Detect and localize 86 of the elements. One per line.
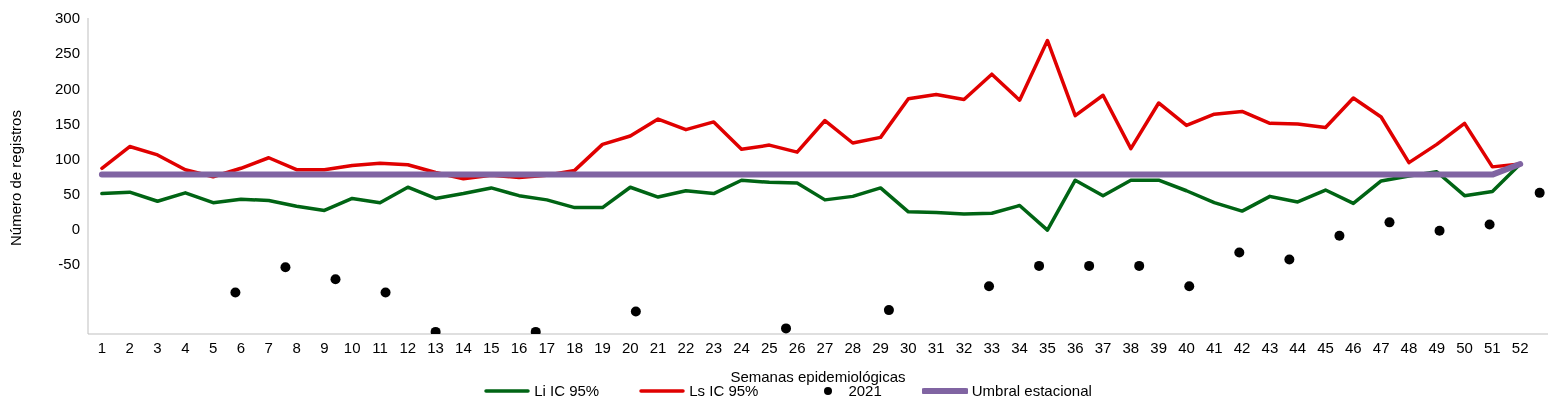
point — [1234, 247, 1245, 258]
x-tick-label: 31 — [927, 338, 945, 356]
y-tick-label: 250 — [54, 44, 80, 62]
x-tick-label: 17 — [538, 338, 556, 356]
point — [330, 274, 341, 285]
x-tick-label: 1 — [97, 338, 107, 356]
x-tick-label: 25 — [760, 338, 778, 356]
x-tick-label: 33 — [983, 338, 1001, 356]
point — [530, 326, 541, 334]
x-tick-label: 42 — [1233, 338, 1251, 356]
x-tick-label: 12 — [399, 338, 417, 356]
point — [430, 326, 441, 334]
x-tick-label: 3 — [153, 338, 162, 356]
point — [230, 287, 241, 298]
x-tick-label: 45 — [1317, 338, 1334, 356]
y-tick-label: 150 — [54, 114, 80, 132]
point — [1284, 254, 1295, 265]
point — [1134, 260, 1145, 271]
x-tick-label: 13 — [427, 338, 444, 356]
y-tick-label: 300 — [54, 9, 80, 27]
point — [1034, 260, 1045, 271]
x-tick-label: 4 — [181, 338, 190, 356]
point — [883, 305, 894, 316]
x-tick-label: 21 — [649, 338, 667, 356]
x-tick-label: 18 — [566, 338, 584, 356]
x-tick-label: 22 — [677, 338, 695, 356]
x-tick-label: 44 — [1289, 338, 1307, 356]
point — [630, 306, 641, 317]
point — [1184, 281, 1195, 292]
point — [1534, 187, 1545, 198]
x-tick-label: 7 — [264, 338, 273, 356]
x-tick-label: 26 — [788, 338, 806, 356]
y-tick-label: 0 — [71, 219, 80, 237]
x-tick-label: 46 — [1344, 338, 1362, 356]
x-tick-label: 9 — [320, 338, 329, 356]
x-tick-label: 27 — [816, 338, 834, 356]
point — [1434, 225, 1445, 236]
legend-label: Ls IC 95% — [689, 382, 759, 399]
x-tick-label: 35 — [1039, 338, 1056, 356]
x-tick-label: 8 — [292, 338, 301, 356]
point — [1484, 219, 1495, 230]
x-tick-label: 41 — [1205, 338, 1223, 356]
x-tick-label: 30 — [900, 338, 917, 356]
x-tick-label: 24 — [733, 338, 750, 356]
point — [781, 323, 792, 334]
x-tick-label: 19 — [594, 338, 611, 356]
x-tick-label: 29 — [872, 338, 889, 356]
legend-label: Umbral estacional — [971, 382, 1092, 399]
x-tick-label: 28 — [844, 338, 862, 356]
x-tick-label: 34 — [1011, 338, 1028, 356]
x-tick-label: 6 — [236, 338, 246, 356]
x-tick-label: 16 — [510, 338, 528, 356]
x-tick-label: 51 — [1484, 338, 1501, 356]
legend-label: Li IC 95% — [534, 382, 600, 399]
x-tick-label: 38 — [1122, 338, 1140, 356]
x-tick-label: 36 — [1066, 338, 1084, 356]
y-axis-title: Número de registros — [7, 110, 25, 246]
x-axis-title: Semanas epidemiológicas — [730, 368, 906, 385]
x-tick-label: 48 — [1400, 338, 1418, 356]
point — [280, 262, 291, 273]
x-tick-label: 23 — [705, 338, 723, 356]
x-tick-label: 20 — [621, 338, 639, 356]
x-tick-label: 52 — [1511, 338, 1529, 356]
x-tick-label: 14 — [455, 338, 472, 356]
x-tick-label: 2 — [125, 338, 134, 356]
x-tick-label: 10 — [343, 338, 361, 356]
point — [984, 281, 995, 292]
y-tick-label: -50 — [58, 255, 80, 273]
x-tick-label: 11 — [372, 338, 388, 356]
x-tick-label: 50 — [1456, 338, 1473, 356]
x-tick-label: 40 — [1178, 338, 1195, 356]
y-tick-label: 50 — [63, 184, 80, 202]
x-tick-label: 37 — [1094, 338, 1112, 356]
point — [1384, 217, 1395, 228]
x-tick-label: 5 — [208, 338, 218, 356]
x-tick-label: 49 — [1428, 338, 1446, 356]
point — [380, 287, 391, 298]
x-tick-label: 15 — [482, 338, 500, 356]
y-tick-label: 200 — [54, 79, 80, 97]
x-tick-label: 47 — [1372, 338, 1390, 356]
x-tick-label: 39 — [1150, 338, 1168, 356]
x-tick-label: 43 — [1261, 338, 1279, 356]
y-tick-label: 100 — [54, 149, 80, 167]
point — [1334, 230, 1345, 241]
x-tick-label: 32 — [955, 338, 973, 356]
point — [1084, 260, 1095, 271]
